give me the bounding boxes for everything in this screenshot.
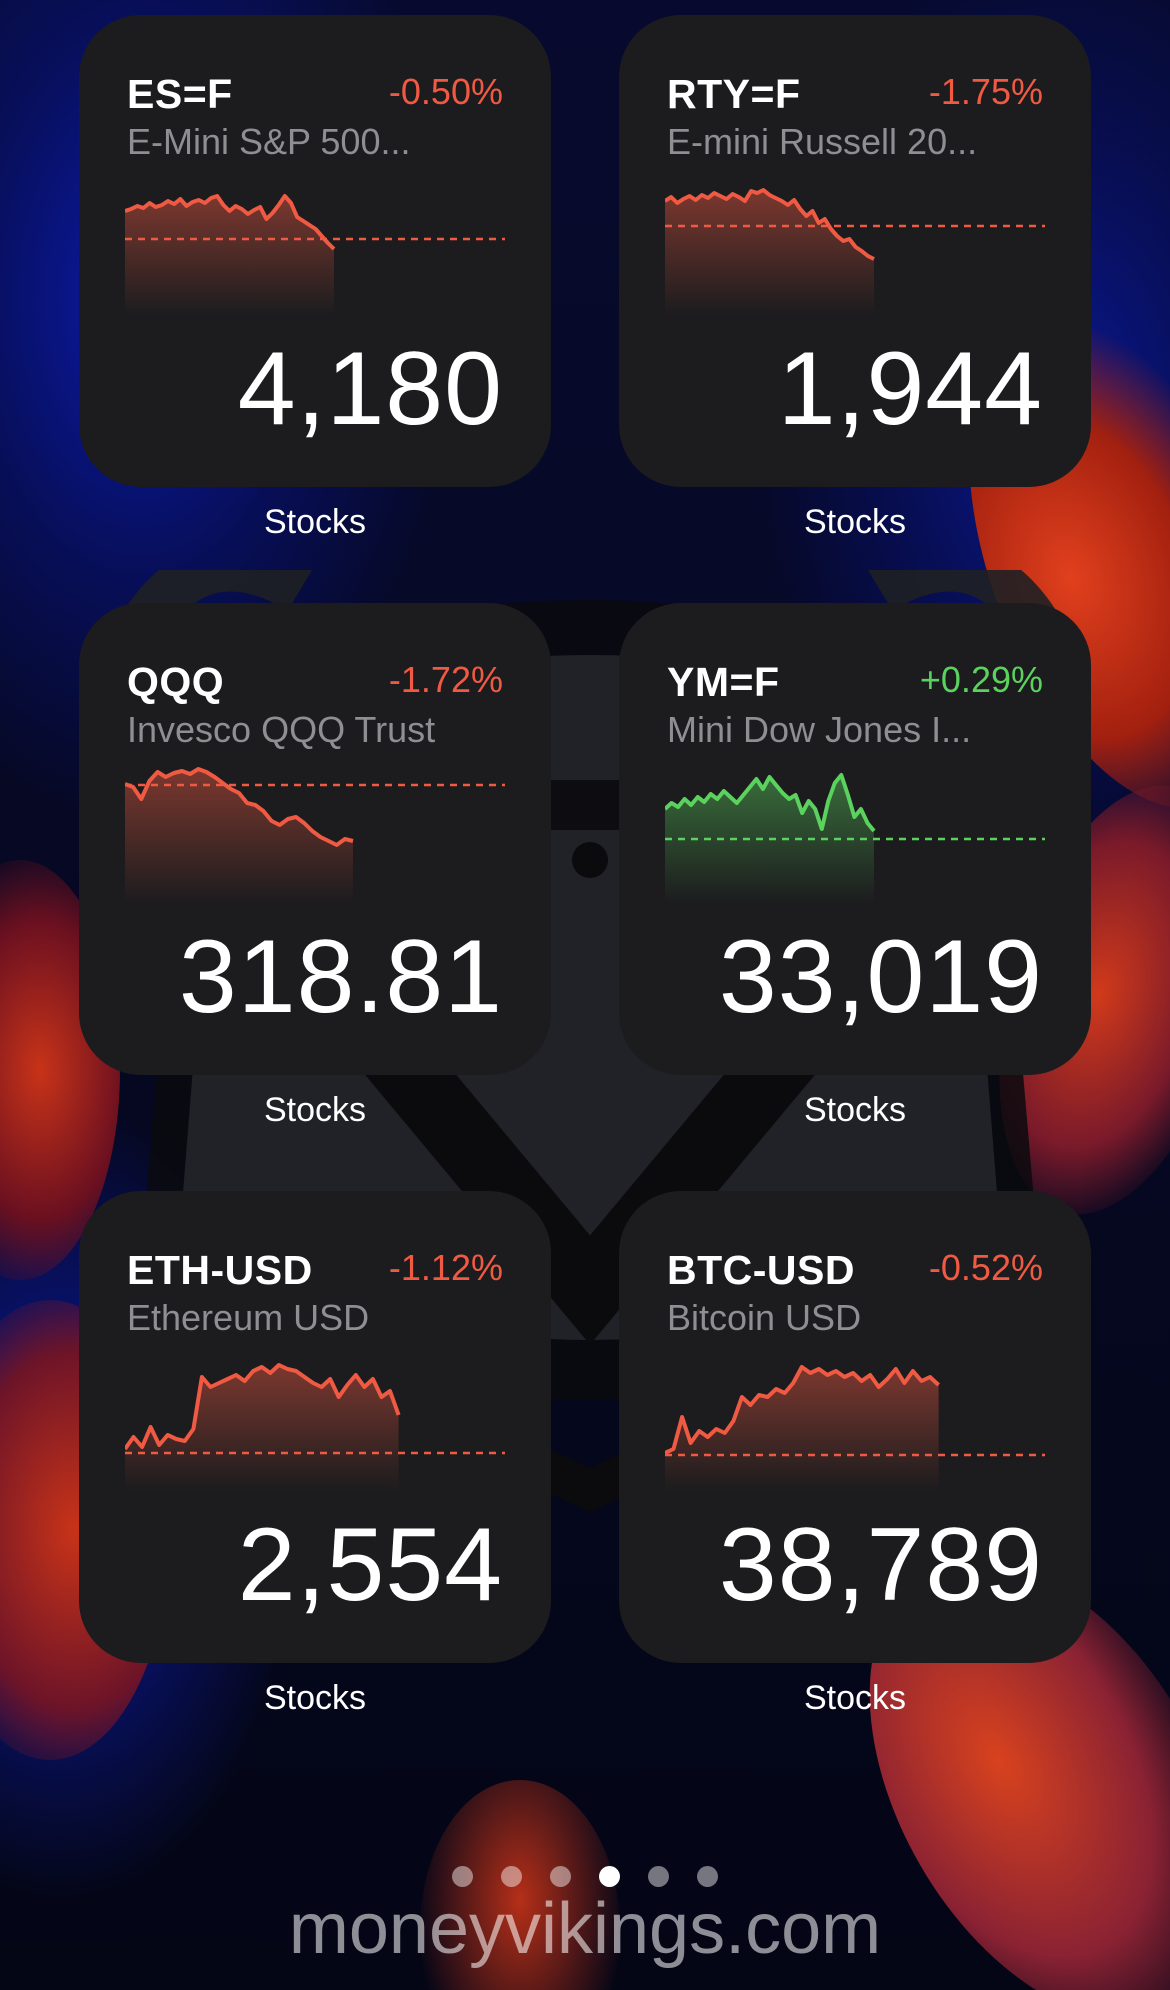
stock-widget-ym[interactable]: YM=F +0.29% Mini Dow Jones I... 33,019 [619, 603, 1091, 1075]
sparkline-area [125, 196, 334, 315]
ticker-symbol: BTC-USD [667, 1247, 855, 1293]
sparkline-line [665, 1365, 940, 1455]
page-dot[interactable] [501, 1866, 522, 1887]
sparkline-chart [125, 1363, 505, 1491]
sparkline-line [125, 194, 336, 251]
sparkline-line [125, 767, 354, 847]
company-name: Ethereum USD [127, 1297, 370, 1338]
widget-app-label: Stocks [263, 1091, 367, 1129]
stock-widget-qqq[interactable]: QQQ -1.72% Invesco QQQ Trust 318.81 [79, 603, 551, 1075]
sparkline-chart [665, 773, 1045, 903]
page-dot[interactable] [550, 1866, 571, 1887]
sparkline-area [125, 769, 353, 903]
stock-widget-eth[interactable]: ETH-USD -1.12% Ethereum USD 2,554 [79, 1191, 551, 1663]
sparkline-area [665, 1367, 939, 1491]
page-dot-active[interactable] [599, 1866, 620, 1887]
ticker-symbol: ES=F [127, 71, 233, 117]
percent-change: -0.52% [928, 1247, 1043, 1288]
sparkline-chart [125, 767, 505, 903]
sparkline-area [125, 1365, 399, 1491]
ticker-symbol: ETH-USD [127, 1247, 313, 1293]
stock-widget-btc[interactable]: BTC-USD -0.52% Bitcoin USD 38,789 [619, 1191, 1091, 1663]
percent-change: -1.12% [388, 1247, 503, 1288]
ticker-symbol: QQQ [127, 659, 225, 705]
widget-app-label: Stocks [263, 1679, 367, 1717]
sparkline-line [665, 773, 876, 833]
widget-app-label: Stocks [803, 1091, 907, 1129]
percent-change: -0.50% [388, 71, 503, 112]
price-value: 1,944 [777, 331, 1043, 447]
company-name: E-Mini S&P 500... [127, 121, 411, 162]
watermark-text: moneyvikings.com [288, 1889, 882, 1969]
widget-app-label: Stocks [263, 503, 367, 541]
stock-widget-rty[interactable]: RTY=F -1.75% E-mini Russell 20... 1,944 [619, 15, 1091, 487]
sparkline-area [665, 190, 874, 315]
sparkline-chart [665, 1365, 1045, 1491]
price-value: 2,554 [237, 1507, 503, 1623]
company-name: E-mini Russell 20... [667, 121, 978, 162]
price-value: 318.81 [178, 919, 503, 1035]
percent-change: +0.29% [919, 659, 1043, 700]
percent-change: -1.72% [388, 659, 503, 700]
price-value: 38,789 [718, 1507, 1043, 1623]
company-name: Invesco QQQ Trust [127, 709, 436, 750]
sparkline-chart [125, 194, 505, 315]
page-dot[interactable] [452, 1866, 473, 1887]
price-value: 33,019 [718, 919, 1043, 1035]
percent-change: -1.75% [928, 71, 1043, 112]
price-value: 4,180 [237, 331, 503, 447]
ticker-symbol: YM=F [667, 659, 780, 705]
sparkline-chart [665, 188, 1045, 315]
widget-app-label: Stocks [803, 1679, 907, 1717]
company-name: Bitcoin USD [667, 1297, 862, 1338]
company-name: Mini Dow Jones I... [667, 709, 972, 750]
widget-app-label: Stocks [803, 503, 907, 541]
page-indicator[interactable] [0, 1866, 1170, 1887]
stock-widget-es[interactable]: ES=F -0.50% E-Mini S&P 500... 4,180 [79, 15, 551, 487]
ticker-symbol: RTY=F [667, 71, 801, 117]
sparkline-line [665, 188, 875, 261]
page-dot[interactable] [648, 1866, 669, 1887]
sparkline-line [125, 1363, 401, 1451]
page-dot[interactable] [697, 1866, 718, 1887]
